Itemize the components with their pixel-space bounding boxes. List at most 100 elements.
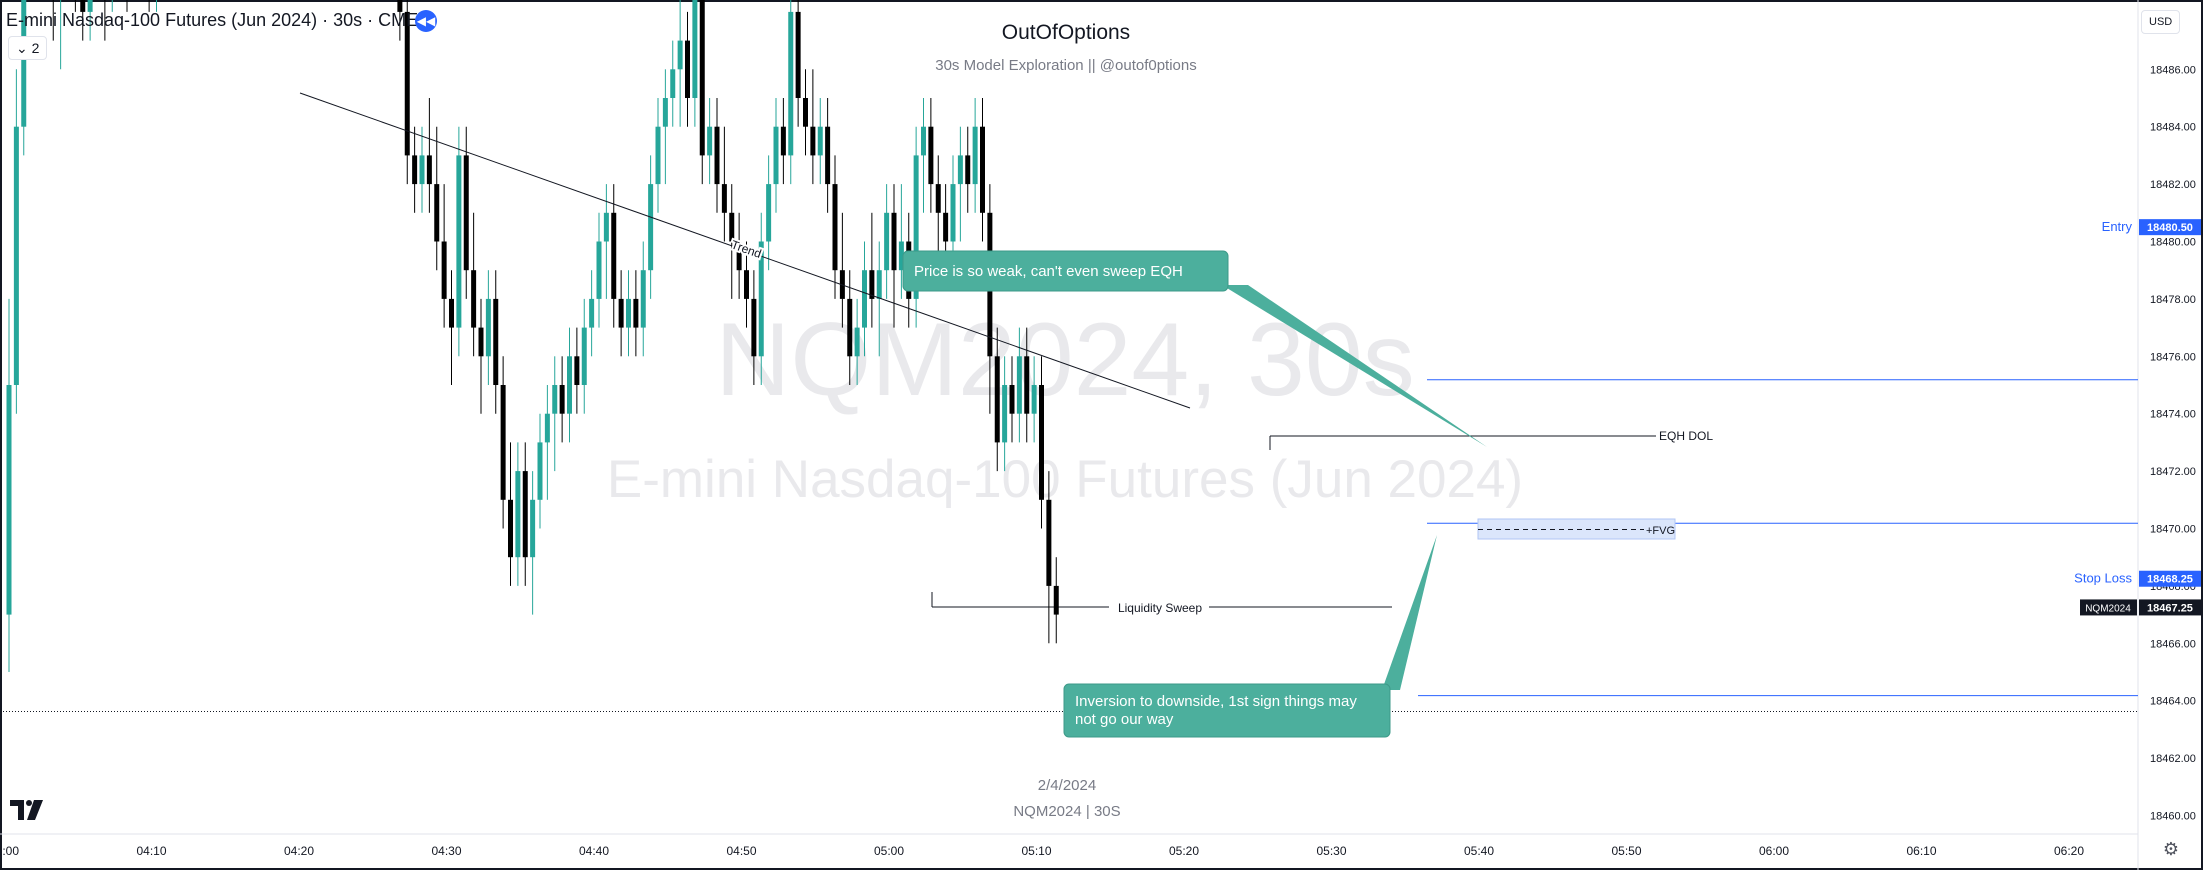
candle-body <box>552 385 558 414</box>
time-tick-label: 04:50 <box>726 844 756 858</box>
candle-body <box>618 298 624 328</box>
candle-body <box>825 126 831 185</box>
candle-body <box>544 413 550 443</box>
candle-body <box>581 327 587 385</box>
candle-body <box>677 40 683 70</box>
symbol-title[interactable]: E-mini Nasdaq-100 Futures (Jun 2024) · 3… <box>6 10 419 30</box>
callout-top-pointer <box>1222 285 1487 447</box>
candle-body <box>404 11 410 156</box>
candle-body <box>773 126 779 185</box>
candle-body <box>589 298 595 328</box>
symbol-price-tag <box>2080 599 2137 616</box>
candle-body <box>80 0 86 12</box>
candle-body <box>419 155 425 185</box>
candle-body <box>943 212 949 242</box>
candle-body <box>633 298 639 328</box>
candle-body <box>891 212 897 271</box>
watermark-line-1: NQM2024, 30s <box>715 302 1414 418</box>
candle-body <box>662 98 668 127</box>
candle-body <box>884 212 890 271</box>
price-tick-label: 18480.00 <box>2150 237 2196 249</box>
candle-body <box>1039 385 1044 500</box>
time-tick-label: 05:00 <box>874 844 904 858</box>
price-axis[interactable]: 18460.0018462.0018464.0018466.0018468.00… <box>2150 64 2196 822</box>
candle-body <box>729 212 735 242</box>
candle-body <box>898 241 904 271</box>
candle-body <box>780 126 786 156</box>
price-line-name: Entry <box>2102 219 2133 234</box>
candle-body <box>980 126 985 213</box>
candle-body <box>921 126 926 156</box>
candle-body <box>744 270 749 299</box>
chart-title: OutOfOptions <box>1002 21 1130 44</box>
candle-body <box>522 471 528 558</box>
watermark-line-2: E-mini Nasdaq-100 Futures (Jun 2024) <box>607 450 1523 509</box>
price-tick-label: 18470.00 <box>2150 524 2196 536</box>
candle-body <box>876 270 882 299</box>
candle-body <box>456 155 462 328</box>
time-tick-label: 04:20 <box>284 844 314 858</box>
candle-body <box>913 155 919 299</box>
gear-icon[interactable]: ⚙ <box>2162 839 2180 859</box>
chart-subtitle: 30s Model Exploration || @outof0ptions <box>935 57 1197 74</box>
candle-body <box>699 0 705 156</box>
candle-body <box>994 356 1000 443</box>
candle-body <box>758 241 764 357</box>
candle-body <box>751 298 757 357</box>
candle-body <box>1053 585 1059 615</box>
time-tick-label: 04:00 <box>0 844 19 858</box>
time-tick-label: 06:00 <box>1759 844 1789 858</box>
candle-body <box>721 184 727 213</box>
candle-body <box>500 385 506 500</box>
candle-body <box>397 0 403 12</box>
fvg-label: +FVG <box>1646 525 1675 537</box>
callout-top-box[interactable] <box>902 250 1229 292</box>
candle-body <box>626 298 631 328</box>
candle-body <box>869 270 875 299</box>
candle-body <box>1024 356 1030 414</box>
candle-body <box>21 0 27 127</box>
symbol-price-tag-text: NQM2024 <box>2085 603 2131 614</box>
time-axis[interactable]: 04:00 04:10 04:20 04:30 04:40 04:50 05:00 05:10… <box>0 844 2084 858</box>
indicators-toggle-button[interactable]: ⌄ 2 <box>8 36 48 60</box>
chevron-down-icon: ⌄ <box>16 40 28 56</box>
replay-rewind-icon[interactable]: ◀◀ <box>415 10 437 32</box>
price-tick-label: 18482.00 <box>2150 179 2196 191</box>
candle-series[interactable] <box>6 0 1059 672</box>
candle-body <box>13 126 19 385</box>
price-tick-label: 18462.00 <box>2150 753 2196 765</box>
candle-body <box>567 356 572 414</box>
callout-top-text: Price is so weak, can't even sweep EQH <box>914 263 1183 280</box>
time-tick-label: 04:30 <box>431 844 461 858</box>
candle-body <box>485 298 491 357</box>
candle-body <box>788 11 794 156</box>
price-tick-label: 18464.00 <box>2150 696 2196 708</box>
candle-body <box>87 0 93 12</box>
price-badge-value: 18480.50 <box>2147 222 2193 234</box>
candle-body <box>478 327 484 357</box>
candle-body <box>508 499 513 558</box>
candle-body <box>434 184 440 242</box>
candle-body <box>1031 385 1037 414</box>
candle-body <box>670 69 676 98</box>
candle-body <box>655 126 661 185</box>
candle-body <box>596 241 602 299</box>
candle-body <box>515 471 521 558</box>
callout-bottom-box[interactable] <box>1063 683 1391 738</box>
tradingview-logo-icon[interactable] <box>10 800 46 820</box>
candle-body <box>449 298 454 328</box>
price-tick-label: 18476.00 <box>2150 351 2196 363</box>
candle-body <box>648 184 654 271</box>
candle-body <box>832 184 838 271</box>
candle-body <box>714 126 720 185</box>
candle-body <box>685 40 690 98</box>
price-badge <box>2139 599 2201 616</box>
trend-line[interactable] <box>299 92 1191 409</box>
candle-body <box>426 155 432 185</box>
currency-select[interactable]: USD <box>2141 10 2181 34</box>
candle-body <box>803 98 808 127</box>
candle-body <box>935 184 941 213</box>
time-tick-label: 04:10 <box>136 844 166 858</box>
